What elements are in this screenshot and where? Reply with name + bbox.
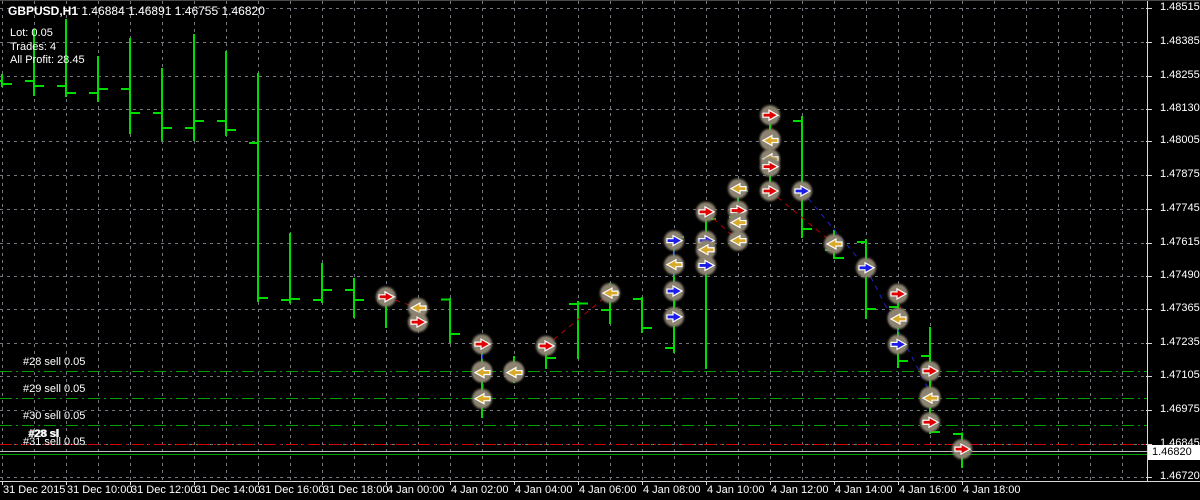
price-axis-label: 1.47365 — [1160, 301, 1200, 314]
buy-arrow-icon[interactable] — [666, 234, 684, 247]
ea-lot-text: Lot: 0.05 — [10, 27, 53, 39]
price-axis-label: 1.47745 — [1160, 202, 1200, 215]
sell-arrow-icon[interactable] — [922, 416, 940, 429]
sell-arrow-icon[interactable] — [698, 205, 716, 218]
level-lines-layer — [0, 371, 1147, 455]
bid-price-box: 1.46820 — [1148, 445, 1200, 460]
symbol-period-label: GBPUSD,H1 — [8, 4, 79, 18]
buy-arrow-icon[interactable] — [666, 285, 684, 298]
price-axis-label: 1.47615 — [1160, 236, 1200, 249]
exit-arrow-icon[interactable] — [473, 392, 491, 405]
time-axis-label: 31 Dec 10:00 — [67, 484, 133, 496]
exit-arrow-icon[interactable] — [729, 182, 747, 195]
time-axis-label: 31 Dec 2015 — [3, 484, 66, 496]
exit-arrow-icon[interactable] — [921, 392, 939, 405]
price-axis-label: 1.47875 — [1160, 168, 1200, 181]
sell-arrow-icon[interactable] — [762, 184, 780, 197]
sell-arrow-icon[interactable] — [538, 339, 556, 352]
sell-arrow-icon[interactable] — [762, 160, 780, 173]
sell-arrow-icon[interactable] — [378, 290, 396, 303]
buy-arrow-icon[interactable] — [666, 310, 684, 323]
time-axis-label: 4 Jan 16:00 — [899, 484, 957, 496]
time-axis-label: 31 Dec 16:00 — [259, 484, 325, 496]
time-axis-label: 4 Jan 06:00 — [579, 484, 637, 496]
exit-arrow-icon[interactable] — [665, 258, 683, 271]
price-axis-label: 1.48005 — [1160, 134, 1200, 147]
time-axis-label: 4 Jan 00:00 — [387, 484, 445, 496]
buy-arrow-icon[interactable] — [698, 259, 716, 272]
price-axis-label: 1.47490 — [1160, 268, 1200, 281]
exit-arrow-icon[interactable] — [729, 216, 747, 229]
time-axis-label: 4 Jan 14:00 — [835, 484, 893, 496]
axis-frame-layer — [0, 1, 1200, 485]
trade-markers-layer — [376, 105, 972, 460]
ea-trades-text: Trades: 4 — [10, 40, 57, 53]
exit-arrow-icon[interactable] — [729, 234, 747, 247]
exit-arrow-icon[interactable] — [889, 312, 907, 326]
order-label[interactable]: #28 sell 0.05 — [23, 356, 86, 368]
exit-arrow-icon[interactable] — [825, 237, 843, 251]
sell-arrow-icon[interactable] — [922, 364, 940, 378]
sell-arrow-icon[interactable] — [890, 287, 908, 300]
chart-title: GBPUSD,H1 1.46884 1.46891 1.46755 1.4682… — [8, 4, 265, 18]
exit-arrow-icon[interactable] — [473, 366, 491, 379]
time-axis-label: 4 Jan 18:00 — [963, 484, 1021, 496]
order-label[interactable]: #29 sell 0.05 — [23, 383, 86, 396]
ea-comment-block: Lot: 0.05 Trades: 4 All Profit: 28.45 — [10, 27, 85, 68]
price-axis-label: 1.48515 — [1160, 1, 1200, 14]
exit-arrow-icon[interactable] — [505, 366, 523, 379]
time-axis-label: 4 Jan 12:00 — [771, 484, 829, 496]
time-axis-label: 31 Dec 12:00 — [131, 484, 197, 496]
price-axis-label: 1.46975 — [1160, 403, 1200, 416]
exit-arrow-icon[interactable] — [697, 243, 715, 256]
time-axis-label: 4 Jan 04:00 — [515, 484, 573, 496]
sell-arrow-icon[interactable] — [410, 316, 428, 329]
time-axis-label: 4 Jan 08:00 — [643, 484, 701, 496]
time-axis-label: 4 Jan 10:00 — [707, 484, 765, 496]
exit-arrow-icon[interactable] — [761, 134, 779, 147]
order-label[interactable]: #30 sell 0.05 — [23, 409, 86, 422]
buy-arrow-icon[interactable] — [794, 184, 812, 197]
grid-layer — [0, 1, 1147, 481]
price-axis-label: 1.48130 — [1160, 101, 1200, 114]
buy-arrow-icon[interactable] — [858, 261, 876, 274]
exit-arrow-icon[interactable] — [601, 287, 619, 300]
price-axis-label: 1.47235 — [1160, 335, 1200, 348]
sell-arrow-icon[interactable] — [730, 204, 748, 217]
trade-lines-layer — [385, 115, 935, 399]
sell-arrow-icon[interactable] — [954, 443, 972, 456]
time-axis-label: 4 Jan 02:00 — [451, 484, 509, 496]
price-axis-label: 1.48385 — [1160, 35, 1200, 48]
time-axis-label: 31 Dec 14:00 — [195, 484, 261, 496]
price-axis-label: 1.47105 — [1160, 369, 1200, 382]
ea-profit-text: All Profit: 28.45 — [10, 54, 85, 66]
order-label-31[interactable]: #31 sell 0.05 — [23, 436, 86, 448]
exit-arrow-icon[interactable] — [409, 302, 427, 315]
bid-price-text: 1.46820 — [1152, 446, 1192, 458]
ohlc-readout: 1.46884 1.46891 1.46755 1.46820 — [81, 4, 265, 18]
price-axis-label: 1.46720 — [1160, 470, 1200, 483]
sell-arrow-icon[interactable] — [762, 109, 780, 122]
sell-arrow-icon[interactable] — [474, 338, 492, 351]
time-axis-label: 31 Dec 18:00 — [323, 484, 389, 496]
stop-loss-label[interactable]: #28 sl — [28, 428, 59, 440]
buy-arrow-icon[interactable] — [890, 338, 908, 351]
price-axis-label: 1.48255 — [1160, 68, 1200, 81]
